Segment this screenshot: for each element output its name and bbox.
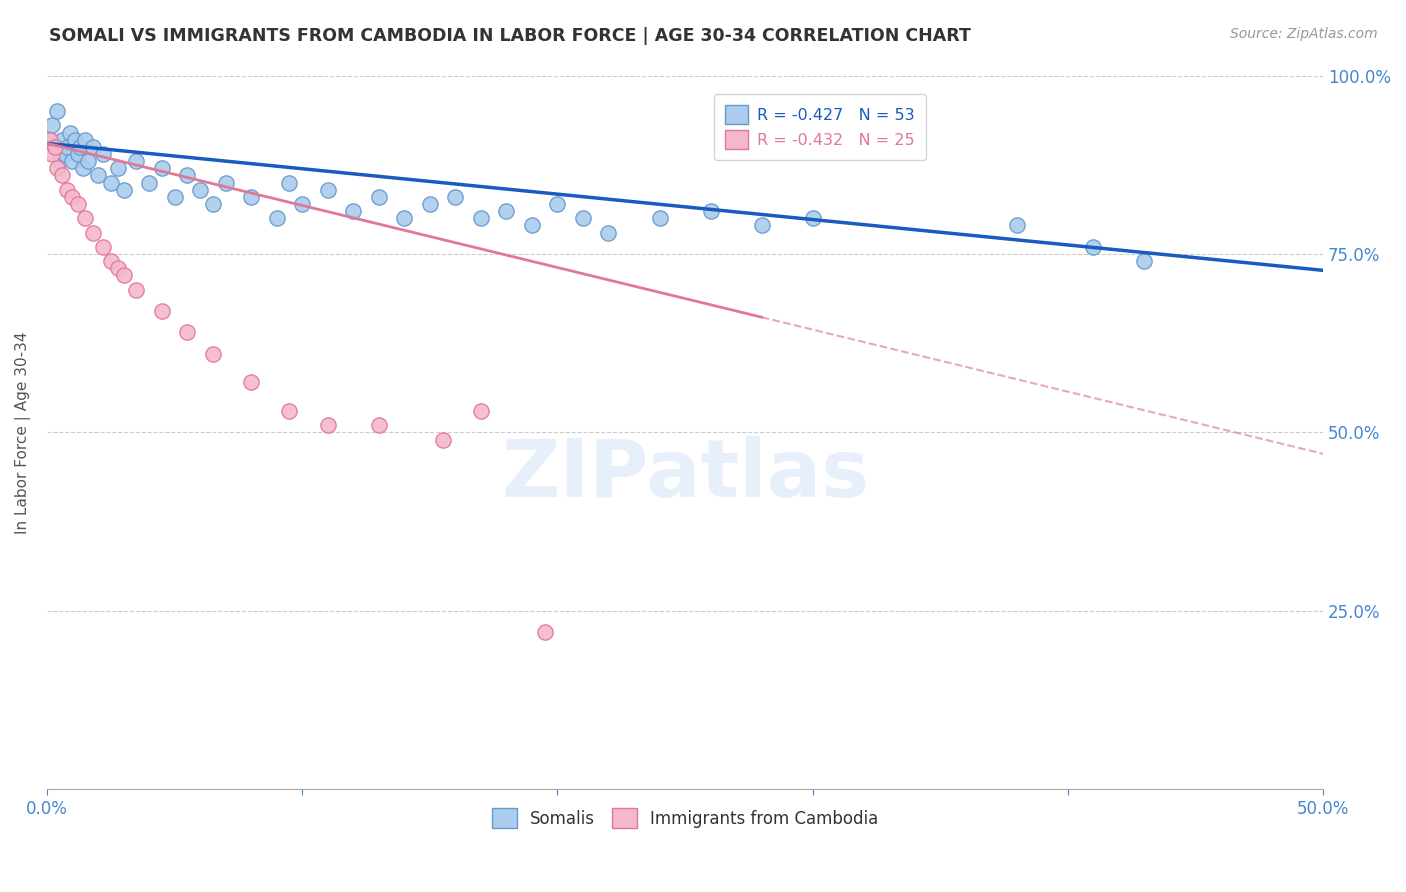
Point: [125, 283, 148, 297]
Point: [44, 140, 66, 154]
Point: [291, 197, 314, 211]
Point: [572, 211, 595, 226]
Point: [51, 169, 73, 183]
Point: [66, 147, 89, 161]
Point: [48, 154, 70, 169]
Point: [316, 183, 339, 197]
Point: [62, 154, 84, 169]
Point: [63, 133, 86, 147]
Point: [56, 183, 79, 197]
Point: [82, 226, 104, 240]
Point: [138, 176, 160, 190]
Point: [598, 226, 620, 240]
Point: [41, 147, 63, 161]
Point: [546, 197, 568, 211]
Point: [75, 211, 97, 226]
Point: [188, 183, 211, 197]
Point: [240, 376, 263, 390]
Point: [751, 219, 773, 233]
Point: [367, 190, 389, 204]
Point: [240, 190, 263, 204]
Point: [59, 126, 82, 140]
Legend: Somalis, Immigrants from Cambodia: Somalis, Immigrants from Cambodia: [485, 802, 884, 834]
Point: [278, 404, 301, 418]
Point: [38, 133, 60, 147]
Point: [801, 211, 824, 226]
Point: [87, 169, 110, 183]
Point: [495, 204, 517, 219]
Point: [201, 347, 224, 361]
Point: [56, 140, 79, 154]
Point: [75, 133, 97, 147]
Point: [69, 140, 91, 154]
Text: SOMALI VS IMMIGRANTS FROM CAMBODIA IN LABOR FORCE | AGE 30-34 CORRELATION CHART: SOMALI VS IMMIGRANTS FROM CAMBODIA IN LA…: [49, 27, 972, 45]
Point: [176, 169, 198, 183]
Point: [41, 119, 63, 133]
Point: [520, 219, 543, 233]
Point: [266, 211, 288, 226]
Point: [72, 161, 94, 176]
Point: [201, 197, 224, 211]
Point: [91, 240, 114, 254]
Point: [46, 161, 69, 176]
Point: [1083, 240, 1105, 254]
Point: [62, 190, 84, 204]
Point: [470, 404, 492, 418]
Point: [107, 261, 129, 276]
Point: [176, 326, 198, 340]
Point: [46, 104, 69, 119]
Y-axis label: In Labor Force | Age 30-34: In Labor Force | Age 30-34: [15, 331, 31, 533]
Point: [100, 254, 122, 268]
Point: [699, 204, 721, 219]
Point: [419, 197, 441, 211]
Point: [367, 418, 389, 433]
Point: [470, 211, 492, 226]
Point: [342, 204, 364, 219]
Point: [53, 147, 76, 161]
Point: [91, 147, 114, 161]
Point: [112, 268, 135, 283]
Point: [150, 304, 173, 318]
Point: [100, 176, 122, 190]
Point: [38, 133, 60, 147]
Point: [82, 140, 104, 154]
Point: [1133, 254, 1156, 268]
Point: [51, 133, 73, 147]
Point: [66, 197, 89, 211]
Point: [394, 211, 416, 226]
Point: [107, 161, 129, 176]
Point: [214, 176, 236, 190]
Text: Source: ZipAtlas.com: Source: ZipAtlas.com: [1230, 27, 1378, 41]
Point: [432, 433, 454, 447]
Point: [444, 190, 467, 204]
Point: [112, 183, 135, 197]
Point: [163, 190, 186, 204]
Point: [125, 154, 148, 169]
Text: ZIPatlas: ZIPatlas: [501, 436, 869, 514]
Point: [1005, 219, 1028, 233]
Point: [278, 176, 301, 190]
Point: [76, 154, 98, 169]
Point: [44, 140, 66, 154]
Point: [316, 418, 339, 433]
Point: [648, 211, 671, 226]
Point: [533, 625, 555, 640]
Point: [150, 161, 173, 176]
